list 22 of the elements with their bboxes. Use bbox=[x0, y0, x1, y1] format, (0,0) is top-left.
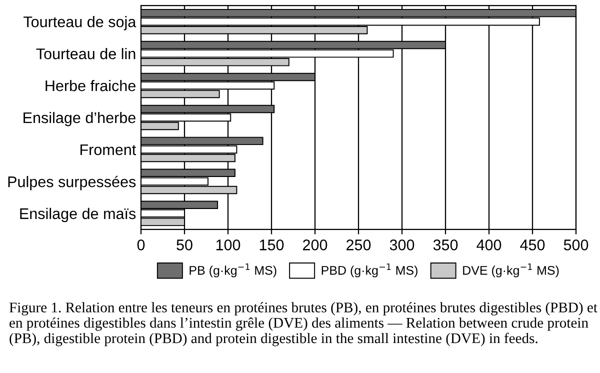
y-tick-label: Herbe fraiche bbox=[46, 80, 136, 92]
y-tick-label: Ensilage de maïs bbox=[20, 208, 136, 222]
y-tick-label: Ensilage d’herbe bbox=[24, 112, 136, 126]
y-tick-label: Tourteau de soja bbox=[24, 16, 136, 30]
y-tick-label: Froment bbox=[80, 144, 136, 156]
x-tick-label: 350 bbox=[433, 240, 458, 250]
x-tick-label: 500 bbox=[564, 240, 588, 250]
y-tick-label: Pulpes surpessées bbox=[8, 176, 136, 190]
x-tick-label: 300 bbox=[390, 240, 414, 250]
x-tick-label: 100 bbox=[216, 240, 240, 250]
x-tick-label: 450 bbox=[520, 240, 545, 250]
legend-label: PBD (g·kg$^{−1}$ MS) bbox=[322, 264, 418, 278]
legend-label: DVE (g·kg$^{−1}$ MS) bbox=[463, 264, 559, 278]
x-tick-label: 150 bbox=[260, 240, 284, 250]
y-tick-label: Tourteau de lin bbox=[36, 48, 136, 60]
x-tick-label: 250 bbox=[346, 240, 371, 250]
caption: Figure 1. Relation entre les teneurs en protéines brutes (PB), en protéines brutes digestibles (PBD) et en protéines digestibles dans l’intestin grêle (DVE) des aliments — Relation between crude protein (PB), digestible protein (PBD) and protein digestible in the small intestine (DVE) in feeds. bbox=[9, 302, 598, 346]
x-tick-label: 400 bbox=[476, 240, 502, 250]
x-tick-label: 50 bbox=[176, 240, 192, 250]
x-tick-label: 200 bbox=[303, 240, 328, 250]
legend-label: PB (g·kg$^{−1}$ MS) bbox=[190, 264, 276, 278]
x-tick-label: 0 bbox=[137, 240, 145, 250]
